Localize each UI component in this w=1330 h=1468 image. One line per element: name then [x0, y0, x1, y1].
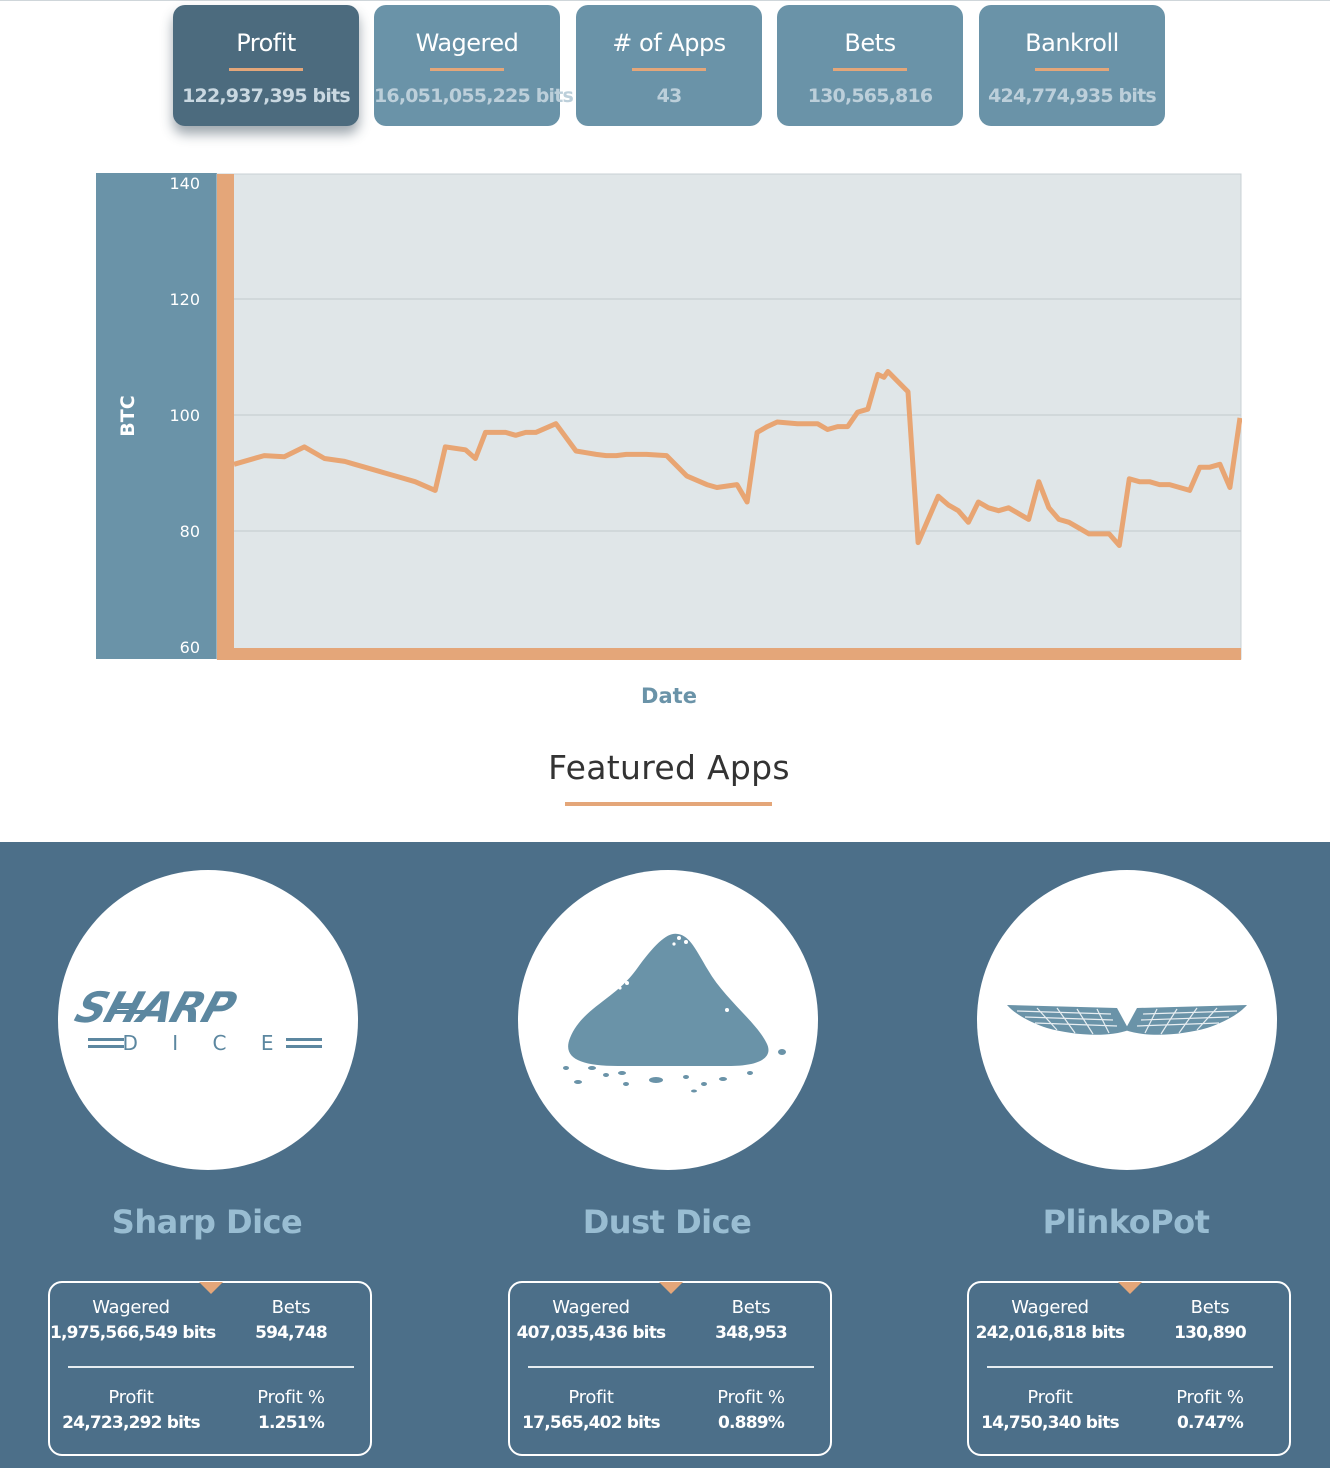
wagered-stat: Wagered 242,016,818 bits: [969, 1297, 1131, 1343]
tab-label: # of Apps: [612, 29, 726, 57]
plinkopot-logo[interactable]: [977, 870, 1277, 1170]
tab-underline: [430, 68, 504, 71]
y-axis-panel: [96, 173, 217, 659]
wagered-stat: Wagered 1,975,566,549 bits: [50, 1297, 216, 1343]
profit-pct-label: Profit %: [257, 1387, 325, 1408]
tab-underline: [1035, 68, 1109, 71]
tab-value: 16,051,055,225 bits: [374, 85, 574, 107]
wagered-label: Wagered: [1011, 1297, 1089, 1318]
app-stats-card: Wagered 407,035,436 bits Bets 348,953 Pr…: [508, 1281, 832, 1456]
app-name-dust-dice[interactable]: Dust Dice: [582, 1203, 752, 1241]
tab-value: 130,565,816: [807, 85, 933, 107]
profit-stat: Profit 24,723,292 bits: [50, 1387, 212, 1433]
bets-label: Bets: [731, 1297, 771, 1318]
profit-pct-label: Profit %: [1176, 1387, 1244, 1408]
profit-value: 24,723,292 bits: [62, 1413, 201, 1433]
profit-pct-stat: Profit % 1.251%: [226, 1387, 356, 1433]
y-tick-label: 120: [169, 290, 200, 309]
profit-pct-value: 0.747%: [1176, 1413, 1244, 1433]
profit-label: Profit: [568, 1387, 614, 1408]
profit-stat: Profit 17,565,402 bits: [510, 1387, 672, 1433]
bets-value: 594,748: [255, 1323, 328, 1343]
tab-value: 43: [656, 85, 683, 107]
bets-stat: Bets 130,890: [1145, 1297, 1275, 1343]
wagered-label: Wagered: [92, 1297, 170, 1318]
gridlines: [234, 298, 1241, 532]
tab-label: Wagered: [415, 29, 519, 57]
profit-pct-value: 0.889%: [717, 1413, 785, 1433]
tab-label: Bankroll: [1025, 29, 1119, 57]
tab-bankroll[interactable]: Bankroll 424,774,935 bits: [979, 5, 1165, 126]
dust-dice-logo[interactable]: [518, 870, 818, 1170]
dust-pile-icon: [563, 933, 786, 1093]
profit-pct-label: Profit %: [717, 1387, 785, 1408]
card-notch: [659, 1282, 683, 1294]
sharp-dice-logo-text: SHARP: [69, 984, 241, 1033]
wings-icon: [1007, 1005, 1247, 1035]
tab-num-apps[interactable]: # of Apps 43: [576, 5, 762, 126]
profit-stat: Profit 14,750,340 bits: [969, 1387, 1131, 1433]
profit-pct-value: 1.251%: [257, 1413, 325, 1433]
wagered-label: Wagered: [552, 1297, 630, 1318]
y-tick-label: 140: [169, 174, 200, 193]
tab-value: 122,937,395 bits: [182, 85, 351, 107]
app-name-plinkopot[interactable]: PlinkoPot: [1042, 1203, 1210, 1241]
tab-value: 424,774,935 bits: [988, 85, 1157, 107]
wagered-value: 1,975,566,549 bits: [50, 1323, 216, 1343]
profit-pct-stat: Profit % 0.747%: [1145, 1387, 1275, 1433]
tab-bets[interactable]: Bets 130,565,816: [777, 5, 963, 126]
x-axis-label: Date: [641, 684, 697, 708]
bets-label: Bets: [1190, 1297, 1230, 1318]
y-tick-label: 80: [180, 522, 200, 541]
profit-label: Profit: [1027, 1387, 1073, 1408]
y-tick-label: 100: [169, 406, 200, 425]
card-divider: [68, 1366, 354, 1368]
profit-value: 14,750,340 bits: [981, 1413, 1120, 1433]
y-axis-line: [217, 174, 234, 659]
app-name-sharp-dice[interactable]: Sharp Dice: [111, 1203, 303, 1241]
tab-label: Bets: [844, 29, 896, 57]
y-axis-label: BTC: [117, 395, 139, 436]
wagered-value: 407,035,436 bits: [516, 1323, 667, 1343]
top-divider: [0, 0, 1330, 1]
card-divider: [987, 1366, 1273, 1368]
sharp-dice-icon: SHARP D I C E: [69, 984, 322, 1055]
tab-underline: [833, 68, 907, 71]
profit-chart: 60 80 100 120 140 BTC: [96, 173, 1242, 660]
wagered-value: 242,016,818 bits: [975, 1323, 1126, 1343]
app-stats-card: Wagered 1,975,566,549 bits Bets 594,748 …: [48, 1281, 372, 1456]
card-notch: [1118, 1282, 1142, 1294]
tab-label: Profit: [236, 29, 296, 57]
tab-underline: [632, 68, 706, 71]
bets-value: 348,953: [715, 1323, 788, 1343]
card-divider: [528, 1366, 814, 1368]
x-axis-line: [217, 648, 1241, 660]
bets-stat: Bets 594,748: [226, 1297, 356, 1343]
y-tick-labels: 60 80 100 120 140: [169, 174, 200, 657]
featured-apps-title: Featured Apps: [548, 748, 790, 787]
card-notch: [199, 1282, 223, 1294]
bets-label: Bets: [271, 1297, 311, 1318]
profit-series-line: [233, 369, 1242, 548]
profit-label: Profit: [108, 1387, 154, 1408]
y-tick-label: 60: [180, 638, 200, 657]
bets-value: 130,890: [1174, 1323, 1247, 1343]
profit-value: 17,565,402 bits: [522, 1413, 661, 1433]
wagered-stat: Wagered 407,035,436 bits: [510, 1297, 672, 1343]
plot-area: [216, 173, 1242, 660]
tab-underline: [229, 68, 303, 71]
app-stats-card: Wagered 242,016,818 bits Bets 130,890 Pr…: [967, 1281, 1291, 1456]
tab-profit[interactable]: Profit 122,937,395 bits: [173, 5, 359, 126]
featured-underline: [565, 802, 772, 806]
tab-wagered[interactable]: Wagered 16,051,055,225 bits: [374, 5, 574, 126]
sharp-dice-logo-subtext: D I C E: [123, 1031, 288, 1055]
profit-pct-stat: Profit % 0.889%: [686, 1387, 816, 1433]
bets-stat: Bets 348,953: [686, 1297, 816, 1343]
sharp-dice-logo[interactable]: SHARP D I C E: [58, 870, 358, 1170]
